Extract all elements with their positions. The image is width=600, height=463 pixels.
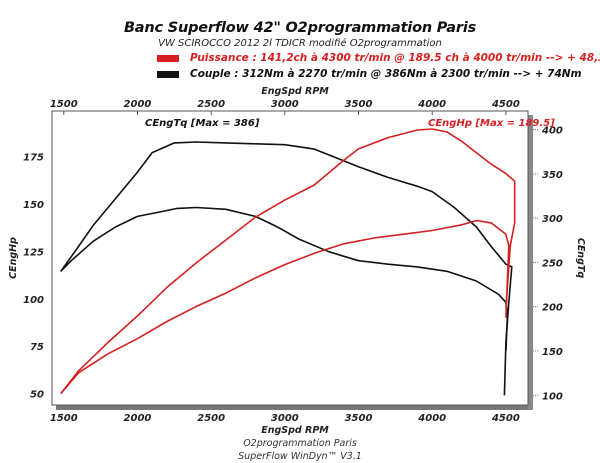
x-tick-label-bottom: 2500	[197, 413, 225, 424]
x-tick-label-top: 3500	[345, 99, 373, 110]
x-tick-label-top: 2000	[124, 99, 152, 110]
y-axis-label-left: CEngHp	[8, 237, 19, 279]
y-left-tick-label: 175	[23, 153, 44, 164]
x-tick-label-bottom: 1500	[50, 413, 78, 424]
x-tick-label-bottom: 4000	[417, 413, 446, 424]
plot-area	[51, 110, 529, 406]
x-tick-label-bottom: 4500	[491, 413, 520, 424]
x-tick-label-top: 4000	[417, 99, 446, 110]
y-right-tick-label: 350	[542, 170, 563, 181]
series-line-3	[60, 219, 510, 395]
x-tick-label-bottom: 3000	[271, 413, 299, 424]
chart-subtitle: VW SCIROCCO 2012 2l TDICR modifié O2prog…	[158, 38, 442, 49]
frame-shadow-right	[528, 115, 533, 410]
plot-frame	[51, 110, 533, 410]
footer-line-1: O2programmation Paris	[243, 438, 357, 449]
y-right-tick-label: 400	[541, 126, 563, 137]
legend-label-power: Puissance : 141,2ch à 4300 tr/min @ 189.…	[190, 52, 600, 64]
y-right-tick-label: 150	[542, 347, 563, 358]
annotation-torque-max: CEngTq [Max = 386]	[145, 118, 260, 129]
x-tick-label-bottom: 3500	[345, 413, 373, 424]
y-left-tick-label: 75	[30, 342, 44, 353]
legend-swatch-power	[157, 55, 179, 62]
y-left-tick-label: 125	[23, 247, 44, 258]
y-right-tick-label: 300	[542, 214, 563, 225]
y-left-tick-label: 150	[23, 200, 44, 211]
frame-shadow-bottom	[56, 405, 532, 410]
series-line-1	[60, 206, 509, 352]
x-tick-label-top: 4500	[491, 99, 520, 110]
y-left-tick-label: 50	[30, 390, 44, 401]
series-line-2	[60, 128, 516, 395]
x-tick-label-top: 1500	[50, 99, 78, 110]
series-line-0	[60, 141, 513, 396]
x-tick-label-top: 2500	[197, 99, 225, 110]
legend-swatch-torque	[157, 71, 179, 78]
x-tick-label-bottom: 2000	[124, 413, 152, 424]
y-right-tick-label: 200	[542, 303, 563, 314]
y-axis-label-right: CEngTq	[575, 238, 586, 279]
chart-title: Banc Superflow 42" O2programmation Paris	[123, 20, 477, 36]
y-right-tick-label: 100	[542, 391, 563, 402]
legend-label-torque: Couple : 312Nm à 2270 tr/min @ 386Nm à 2…	[190, 68, 582, 80]
footer-line-2: SuperFlow WinDyn™ V3.1	[238, 451, 362, 462]
x-axis-label-bottom: EngSpd RPM	[261, 425, 329, 436]
y-left-tick-label: 100	[23, 295, 44, 306]
annotation-power-max: CEngHp [Max = 189.5]	[428, 118, 555, 129]
x-tick-label-top: 3000	[271, 99, 299, 110]
axis-ticks: 1500 1500 2000 2000 2500 2500 3000 3000 3500 3500…	[23, 99, 563, 424]
curves	[60, 128, 516, 396]
x-axis-label-top: EngSpd RPM	[261, 86, 329, 97]
y-right-tick-label: 250	[542, 258, 563, 269]
